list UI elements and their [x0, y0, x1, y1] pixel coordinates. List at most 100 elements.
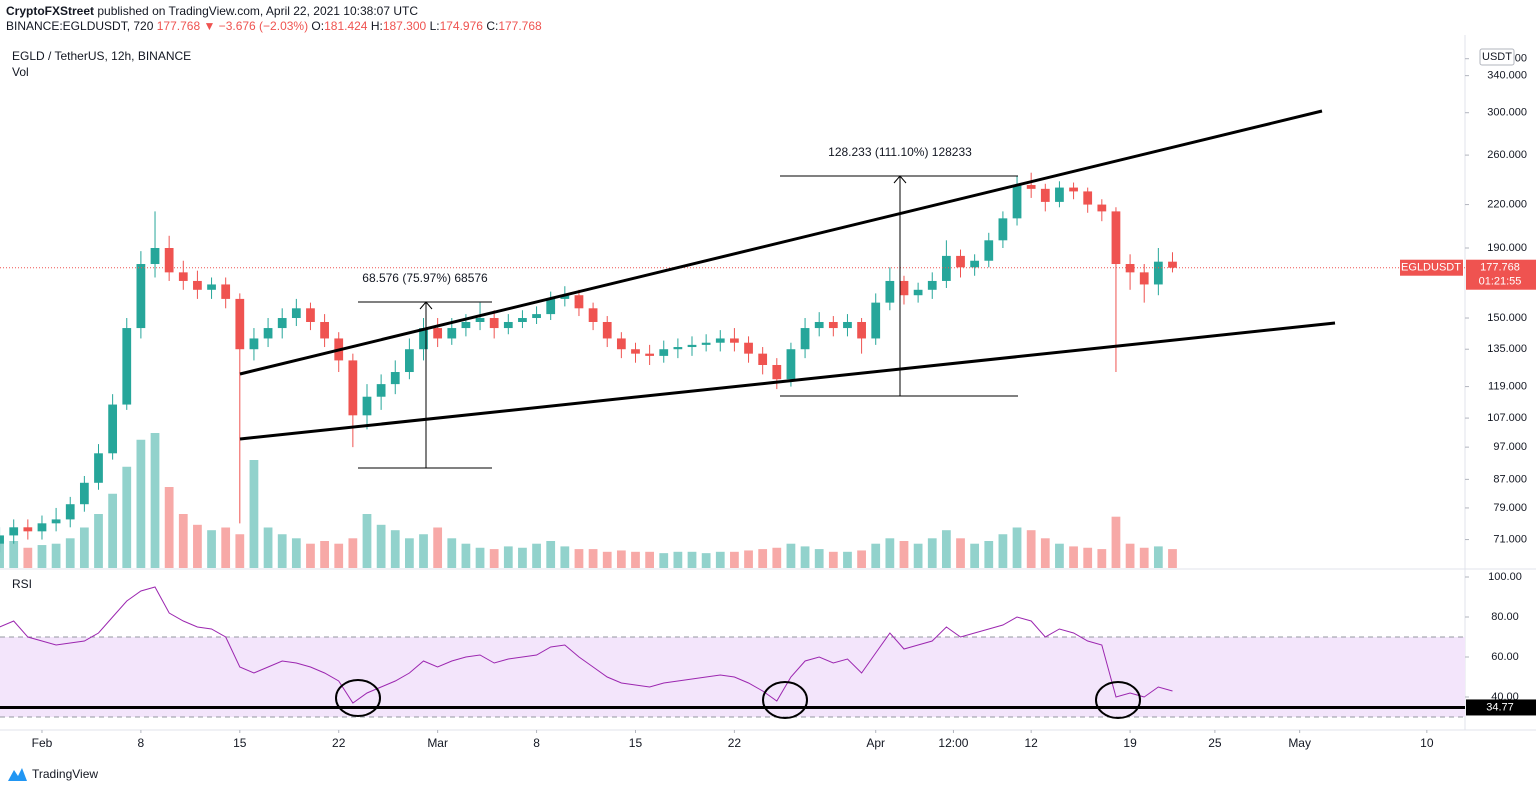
candle-body [659, 349, 669, 356]
candle-body [193, 280, 202, 290]
x-tick-label: 12:00 [938, 736, 968, 750]
volume-bar [419, 534, 428, 568]
drawings: 68.576 (75.97%) 68576 128.233 (111.10%) … [239, 109, 1336, 469]
rsi-y-tick-label: 60.00 [1491, 651, 1519, 663]
volume-bar [23, 547, 33, 568]
price-axis-bg [1465, 0, 1536, 760]
candle-body [927, 280, 937, 290]
volume-bar [277, 534, 287, 568]
volume-bar [94, 514, 103, 568]
rsi-line [0, 586, 1173, 704]
candle-body [645, 353, 655, 356]
candle-body [1125, 264, 1135, 273]
volume-bar [79, 527, 89, 568]
volume-bar [871, 543, 881, 568]
volume-bar [51, 543, 61, 568]
ohlc-c: C:177.768 [486, 19, 541, 33]
candle-body [489, 318, 499, 329]
volume-bar [546, 541, 556, 568]
volume-bar [1097, 549, 1107, 568]
symbol: BINANCE:EGLDUSDT, 720 [6, 19, 154, 33]
unit-box [1479, 48, 1515, 66]
publisher-line: CryptoFXStreet published on TradingView.… [6, 4, 542, 19]
measure-label: 128.233 (111.10%) 128233 [828, 145, 972, 159]
candle-body [376, 384, 386, 397]
volume-bar [560, 546, 570, 568]
candle-body [941, 255, 951, 281]
candle-body [814, 321, 824, 329]
x-tick-label: 8 [533, 736, 540, 750]
candle-body [178, 272, 188, 281]
volume-bar [348, 538, 358, 568]
candle-body [857, 321, 866, 339]
candle-body [1026, 185, 1036, 189]
candle-body [475, 318, 485, 322]
candle-body [249, 338, 259, 350]
ohlc-label: O: [311, 19, 325, 33]
volume-bar [758, 549, 768, 568]
volume-bar [631, 551, 640, 568]
candle-body [984, 240, 994, 261]
candle-body [94, 453, 103, 483]
volume-bar [461, 543, 471, 568]
candle-body [885, 280, 895, 303]
candle-body [1083, 191, 1093, 205]
volume-bar [645, 551, 655, 568]
unit-label: USDT [1482, 51, 1512, 63]
candle-body [150, 248, 160, 265]
candle-body [715, 338, 725, 343]
candle-body [390, 372, 400, 385]
y-tick-label: 119.000 [1488, 380, 1527, 392]
ohlc-l: L:174.976 [430, 19, 483, 33]
symbol-box [1400, 259, 1463, 276]
candle-body [956, 255, 965, 268]
volume-bar [65, 538, 75, 568]
volume-bar [998, 534, 1008, 568]
candle-body [546, 298, 556, 315]
candle-body [0, 535, 4, 544]
candle-body [277, 318, 287, 329]
candle-body [503, 321, 513, 329]
candle-body [701, 342, 711, 345]
candle-body [800, 328, 810, 350]
header: CryptoFXStreet published on TradingView.… [6, 4, 542, 34]
candle-body [136, 264, 146, 329]
volume-bar [814, 549, 824, 568]
last-price-box [1466, 259, 1536, 290]
x-tick-label: May [1288, 736, 1311, 750]
candle-body [970, 260, 980, 268]
measure-label: 68.576 (75.97%) 68576 [362, 271, 488, 285]
volume-bar [687, 551, 697, 568]
x-tick-label: 22 [332, 736, 346, 750]
volume-bar [1026, 530, 1036, 568]
measure-arrow-head [419, 301, 433, 310]
volume-bar [150, 433, 160, 568]
candle-body [447, 328, 457, 339]
volume-bar [885, 538, 895, 568]
footer-logo [8, 768, 27, 781]
y-tick-label: 97.000 [1493, 441, 1527, 453]
volume-bar [857, 550, 866, 568]
ohlc-h: H:187.300 [371, 19, 426, 33]
rsi-circle [1095, 681, 1141, 719]
volume-bar [320, 541, 329, 568]
volume-bar [772, 547, 782, 568]
volume-bar [164, 487, 174, 568]
candle-body [1040, 188, 1050, 202]
rsi-title: RSI [12, 577, 32, 591]
candle-body [320, 321, 329, 339]
volume-label: Vol [12, 65, 29, 79]
candle-body [9, 527, 19, 536]
volume-bar [1153, 546, 1163, 568]
candle-body [588, 308, 598, 322]
symbol-label: EGLDUSDT [1401, 262, 1461, 274]
volume-bar [659, 553, 669, 568]
volume-bar [941, 530, 951, 568]
candle-body [461, 321, 471, 329]
volume-bar [362, 514, 372, 568]
x-tick-label: Mar [427, 736, 448, 750]
volume-bar [927, 538, 937, 568]
published: published on TradingView.com, April 22, … [97, 4, 419, 18]
y-tick-label: 220.000 [1487, 198, 1527, 210]
candle-body [843, 321, 852, 329]
